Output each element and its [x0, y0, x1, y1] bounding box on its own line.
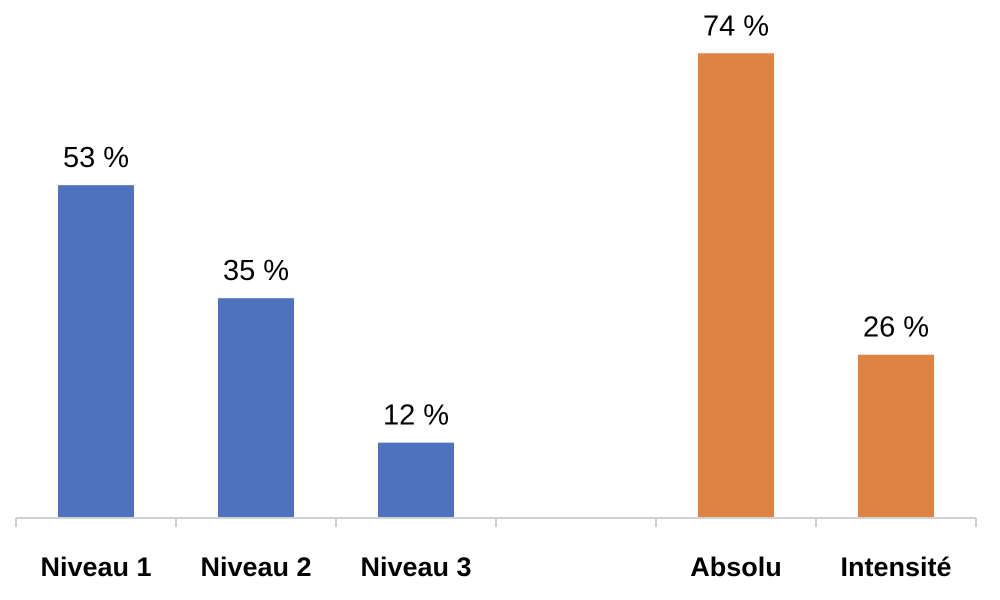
- bar: [218, 298, 294, 518]
- bars-group: [58, 53, 934, 518]
- category-label: Niveau 2: [200, 552, 311, 582]
- data-label: 53 %: [63, 142, 129, 174]
- bar: [698, 53, 774, 518]
- bar: [58, 185, 134, 518]
- data-label: 35 %: [223, 255, 289, 287]
- category-label: Niveau 1: [40, 552, 151, 582]
- category-label: Absolu: [690, 552, 782, 582]
- data-label: 74 %: [703, 10, 769, 42]
- data-labels-group: 53 % 35 % 12 % 74 % 26 %: [63, 10, 929, 431]
- x-axis: [15, 517, 977, 527]
- category-label: Intensité: [840, 552, 951, 582]
- bar: [378, 442, 454, 518]
- data-label: 12 %: [383, 400, 449, 432]
- data-label: 26 %: [863, 312, 929, 344]
- bar: [858, 354, 934, 518]
- category-label: Niveau 3: [360, 552, 471, 582]
- category-labels-group: Niveau 1 Niveau 2 Niveau 3 Absolu Intensité: [40, 552, 951, 582]
